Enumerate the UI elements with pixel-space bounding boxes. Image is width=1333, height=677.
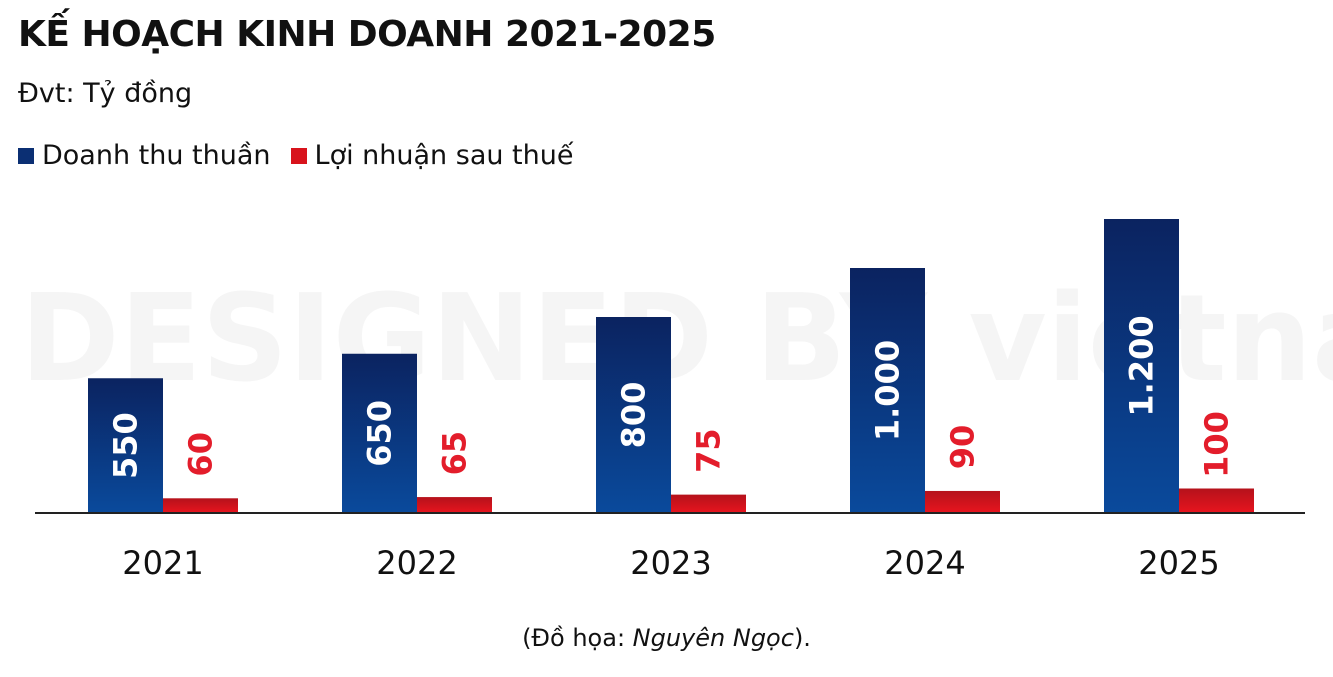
x-tick-2024: 2024 <box>884 544 965 582</box>
bar-profit-2025 <box>1179 488 1254 513</box>
bar-revenue-2025 <box>1104 219 1179 513</box>
bar-revenue-2021 <box>88 378 163 513</box>
label-profit-2024: 90 <box>944 425 982 470</box>
x-tick-2021: 2021 <box>122 544 203 582</box>
x-tick-2023: 2023 <box>630 544 711 582</box>
chart-unit: Đvt: Tỷ đồng <box>18 78 193 109</box>
bar-revenue-2023 <box>596 317 671 513</box>
bar-revenue-2022 <box>342 353 417 513</box>
bars <box>88 219 1254 513</box>
label-revenue-2022: 650 <box>361 400 399 467</box>
legend-item-revenue: Doanh thu thuần <box>18 140 271 171</box>
legend-label-profit: Lợi nhuận sau thuế <box>314 140 574 171</box>
legend-swatch-revenue <box>18 147 34 164</box>
bar-labels: 550 60 650 65 800 75 1.000 90 1.200 100 <box>107 315 1236 479</box>
bar-profit-2022 <box>417 497 492 513</box>
label-revenue-2024: 1.000 <box>869 340 907 441</box>
footer-suffix: ). <box>793 624 811 652</box>
label-profit-2022: 65 <box>436 431 474 476</box>
label-profit-2025: 100 <box>1198 411 1236 478</box>
legend-item-profit: Lợi nhuận sau thuế <box>290 140 574 171</box>
legend-swatch-profit <box>290 147 307 164</box>
bar-profit-2023 <box>671 494 746 513</box>
label-revenue-2025: 1.200 <box>1123 315 1161 416</box>
x-tick-labels: 2021 2022 2023 2024 2025 <box>122 544 1219 582</box>
footer-prefix: (Đồ họa: <box>522 624 633 652</box>
bar-revenue-2024 <box>850 268 925 513</box>
label-revenue-2023: 800 <box>615 382 653 449</box>
footer-author: Nguyên Ngọc <box>632 624 794 652</box>
x-tick-2022: 2022 <box>376 544 457 582</box>
label-profit-2023: 75 <box>690 428 728 473</box>
legend: Doanh thu thuần Lợi nhuận sau thuế <box>18 140 593 171</box>
x-tick-2025: 2025 <box>1138 544 1219 582</box>
footer-credit: (Đồ họa: Nguyên Ngọc). <box>0 624 1333 652</box>
bar-profit-2021 <box>163 498 238 513</box>
chart-title: KẾ HOẠCH KINH DOANH 2021-2025 <box>18 14 716 55</box>
bar-profit-2024 <box>925 490 1000 513</box>
label-revenue-2021: 550 <box>107 412 145 479</box>
legend-label-revenue: Doanh thu thuần <box>42 140 271 171</box>
label-profit-2021: 60 <box>182 432 220 477</box>
